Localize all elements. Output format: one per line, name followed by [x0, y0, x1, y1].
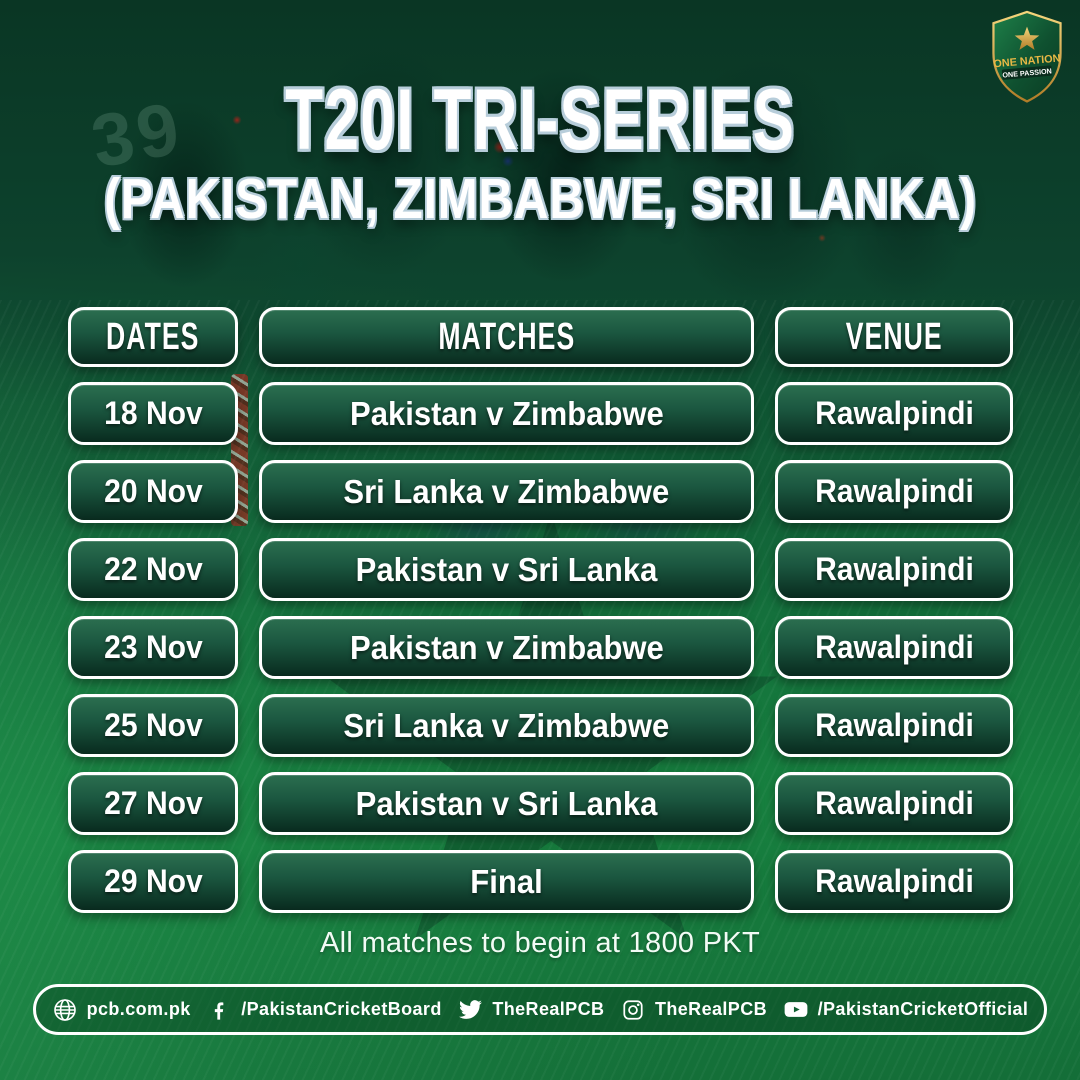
date-text: 22 Nov — [103, 551, 203, 587]
date-text: 29 Nov — [103, 863, 203, 899]
table-row-match-cell: Sri Lanka v Zimbabwe — [259, 460, 754, 523]
table-row-date-cell: 25 Nov — [68, 694, 238, 757]
table-row-venue-cell: Rawalpindi — [775, 616, 1013, 679]
logo-banner — [1001, 65, 1053, 80]
column-header-matches-label: MATCHES — [438, 315, 575, 358]
date-text: 20 Nov — [103, 473, 203, 509]
instagram-icon — [620, 997, 646, 1023]
venue-text: Rawalpindi — [814, 395, 974, 431]
table-row-match-cell: Pakistan v Zimbabwe — [259, 616, 754, 679]
date-text: 18 Nov — [103, 395, 203, 431]
table-row-venue-cell: Rawalpindi — [775, 694, 1013, 757]
table-row-venue-cell: Rawalpindi — [775, 538, 1013, 601]
table-row-match-cell: Sri Lanka v Zimbabwe — [259, 694, 754, 757]
match-text: Pakistan v Zimbabwe — [349, 628, 664, 666]
youtube-icon — [783, 997, 809, 1023]
footer-item-facebook: /PakistanCricketBoard — [206, 997, 441, 1023]
table-row-date-cell: 20 Nov — [68, 460, 238, 523]
match-text: Pakistan v Zimbabwe — [349, 394, 664, 432]
column-header-venue: VENUE — [775, 307, 1013, 367]
table-row-date-cell: 22 Nov — [68, 538, 238, 601]
table-row-date-cell: 23 Nov — [68, 616, 238, 679]
match-text: Pakistan v Sri Lanka — [355, 784, 658, 822]
column-header-matches: MATCHES — [259, 307, 754, 367]
venue-text: Rawalpindi — [814, 785, 974, 821]
column-header-dates-label: DATES — [106, 315, 200, 358]
twitter-icon — [457, 997, 483, 1023]
table-row-date-cell: 18 Nov — [68, 382, 238, 445]
column-header-dates: DATES — [68, 307, 238, 367]
pcb-logo: ONE NATION ONE PASSION — [992, 10, 1062, 103]
footer-item-label: pcb.com.pk — [86, 999, 191, 1019]
venue-text: Rawalpindi — [814, 863, 974, 899]
footer-item-globe: pcb.com.pk — [52, 997, 191, 1023]
poster-subtitle: (PAKISTAN, ZIMBABWE, SRI LANKA) — [103, 167, 977, 231]
match-time-note: All matches to begin at 1800 PKT — [319, 927, 760, 959]
footer-item-label: /PakistanCricketBoard — [241, 999, 442, 1019]
schedule-table: DATES MATCHES VENUE 18 Nov Pakistan v Zi… — [68, 307, 1015, 913]
subtitle-row: (PAKISTAN, ZIMBABWE, SRI LANKA) — [0, 168, 1080, 245]
table-row-date-cell: 29 Nov — [68, 850, 238, 913]
table-row-venue-cell: Rawalpindi — [775, 460, 1013, 523]
footer-item-youtube: /PakistanCricketOfficial — [783, 997, 1029, 1023]
footer-item-label: /PakistanCricketOfficial — [817, 999, 1029, 1019]
footer-item-twitter: TheRealPCB — [457, 997, 604, 1023]
table-row-match-cell: Pakistan v Sri Lanka — [259, 772, 754, 835]
table-row-match-cell: Pakistan v Zimbabwe — [259, 382, 754, 445]
footer-item-label: TheRealPCB — [492, 999, 605, 1019]
venue-text: Rawalpindi — [814, 629, 974, 665]
table-row-match-cell: Pakistan v Sri Lanka — [259, 538, 754, 601]
title-row: T20I TRI-SERIES — [0, 74, 1080, 191]
footer-item-instagram: TheRealPCB — [620, 997, 767, 1023]
venue-text: Rawalpindi — [814, 551, 974, 587]
date-text: 23 Nov — [103, 629, 203, 665]
table-row-match-cell: Final — [259, 850, 754, 913]
date-text: 27 Nov — [103, 785, 203, 821]
star-icon — [1014, 26, 1040, 50]
logo-line1: ONE NATION — [993, 53, 1061, 71]
match-text: Sri Lanka v Zimbabwe — [343, 472, 670, 510]
table-row-venue-cell: Rawalpindi — [775, 850, 1013, 913]
social-footer-bar: pcb.com.pk/PakistanCricketBoard TheRealPC… — [33, 984, 1047, 1035]
match-text: Sri Lanka v Zimbabwe — [343, 706, 670, 744]
match-text: Final — [470, 862, 543, 900]
globe-icon — [52, 997, 78, 1023]
poster-title: T20I TRI-SERIES — [284, 72, 796, 168]
table-row-venue-cell: Rawalpindi — [775, 382, 1013, 445]
table-row-venue-cell: Rawalpindi — [775, 772, 1013, 835]
date-text: 25 Nov — [103, 707, 203, 743]
logo-line2: ONE PASSION — [1002, 66, 1052, 79]
footer-item-label: TheRealPCB — [654, 999, 768, 1019]
facebook-icon — [206, 997, 232, 1023]
match-text: Pakistan v Sri Lanka — [355, 550, 658, 588]
table-row-date-cell: 27 Nov — [68, 772, 238, 835]
venue-text: Rawalpindi — [814, 473, 974, 509]
column-header-venue-label: VENUE — [845, 315, 943, 358]
venue-text: Rawalpindi — [814, 707, 974, 743]
